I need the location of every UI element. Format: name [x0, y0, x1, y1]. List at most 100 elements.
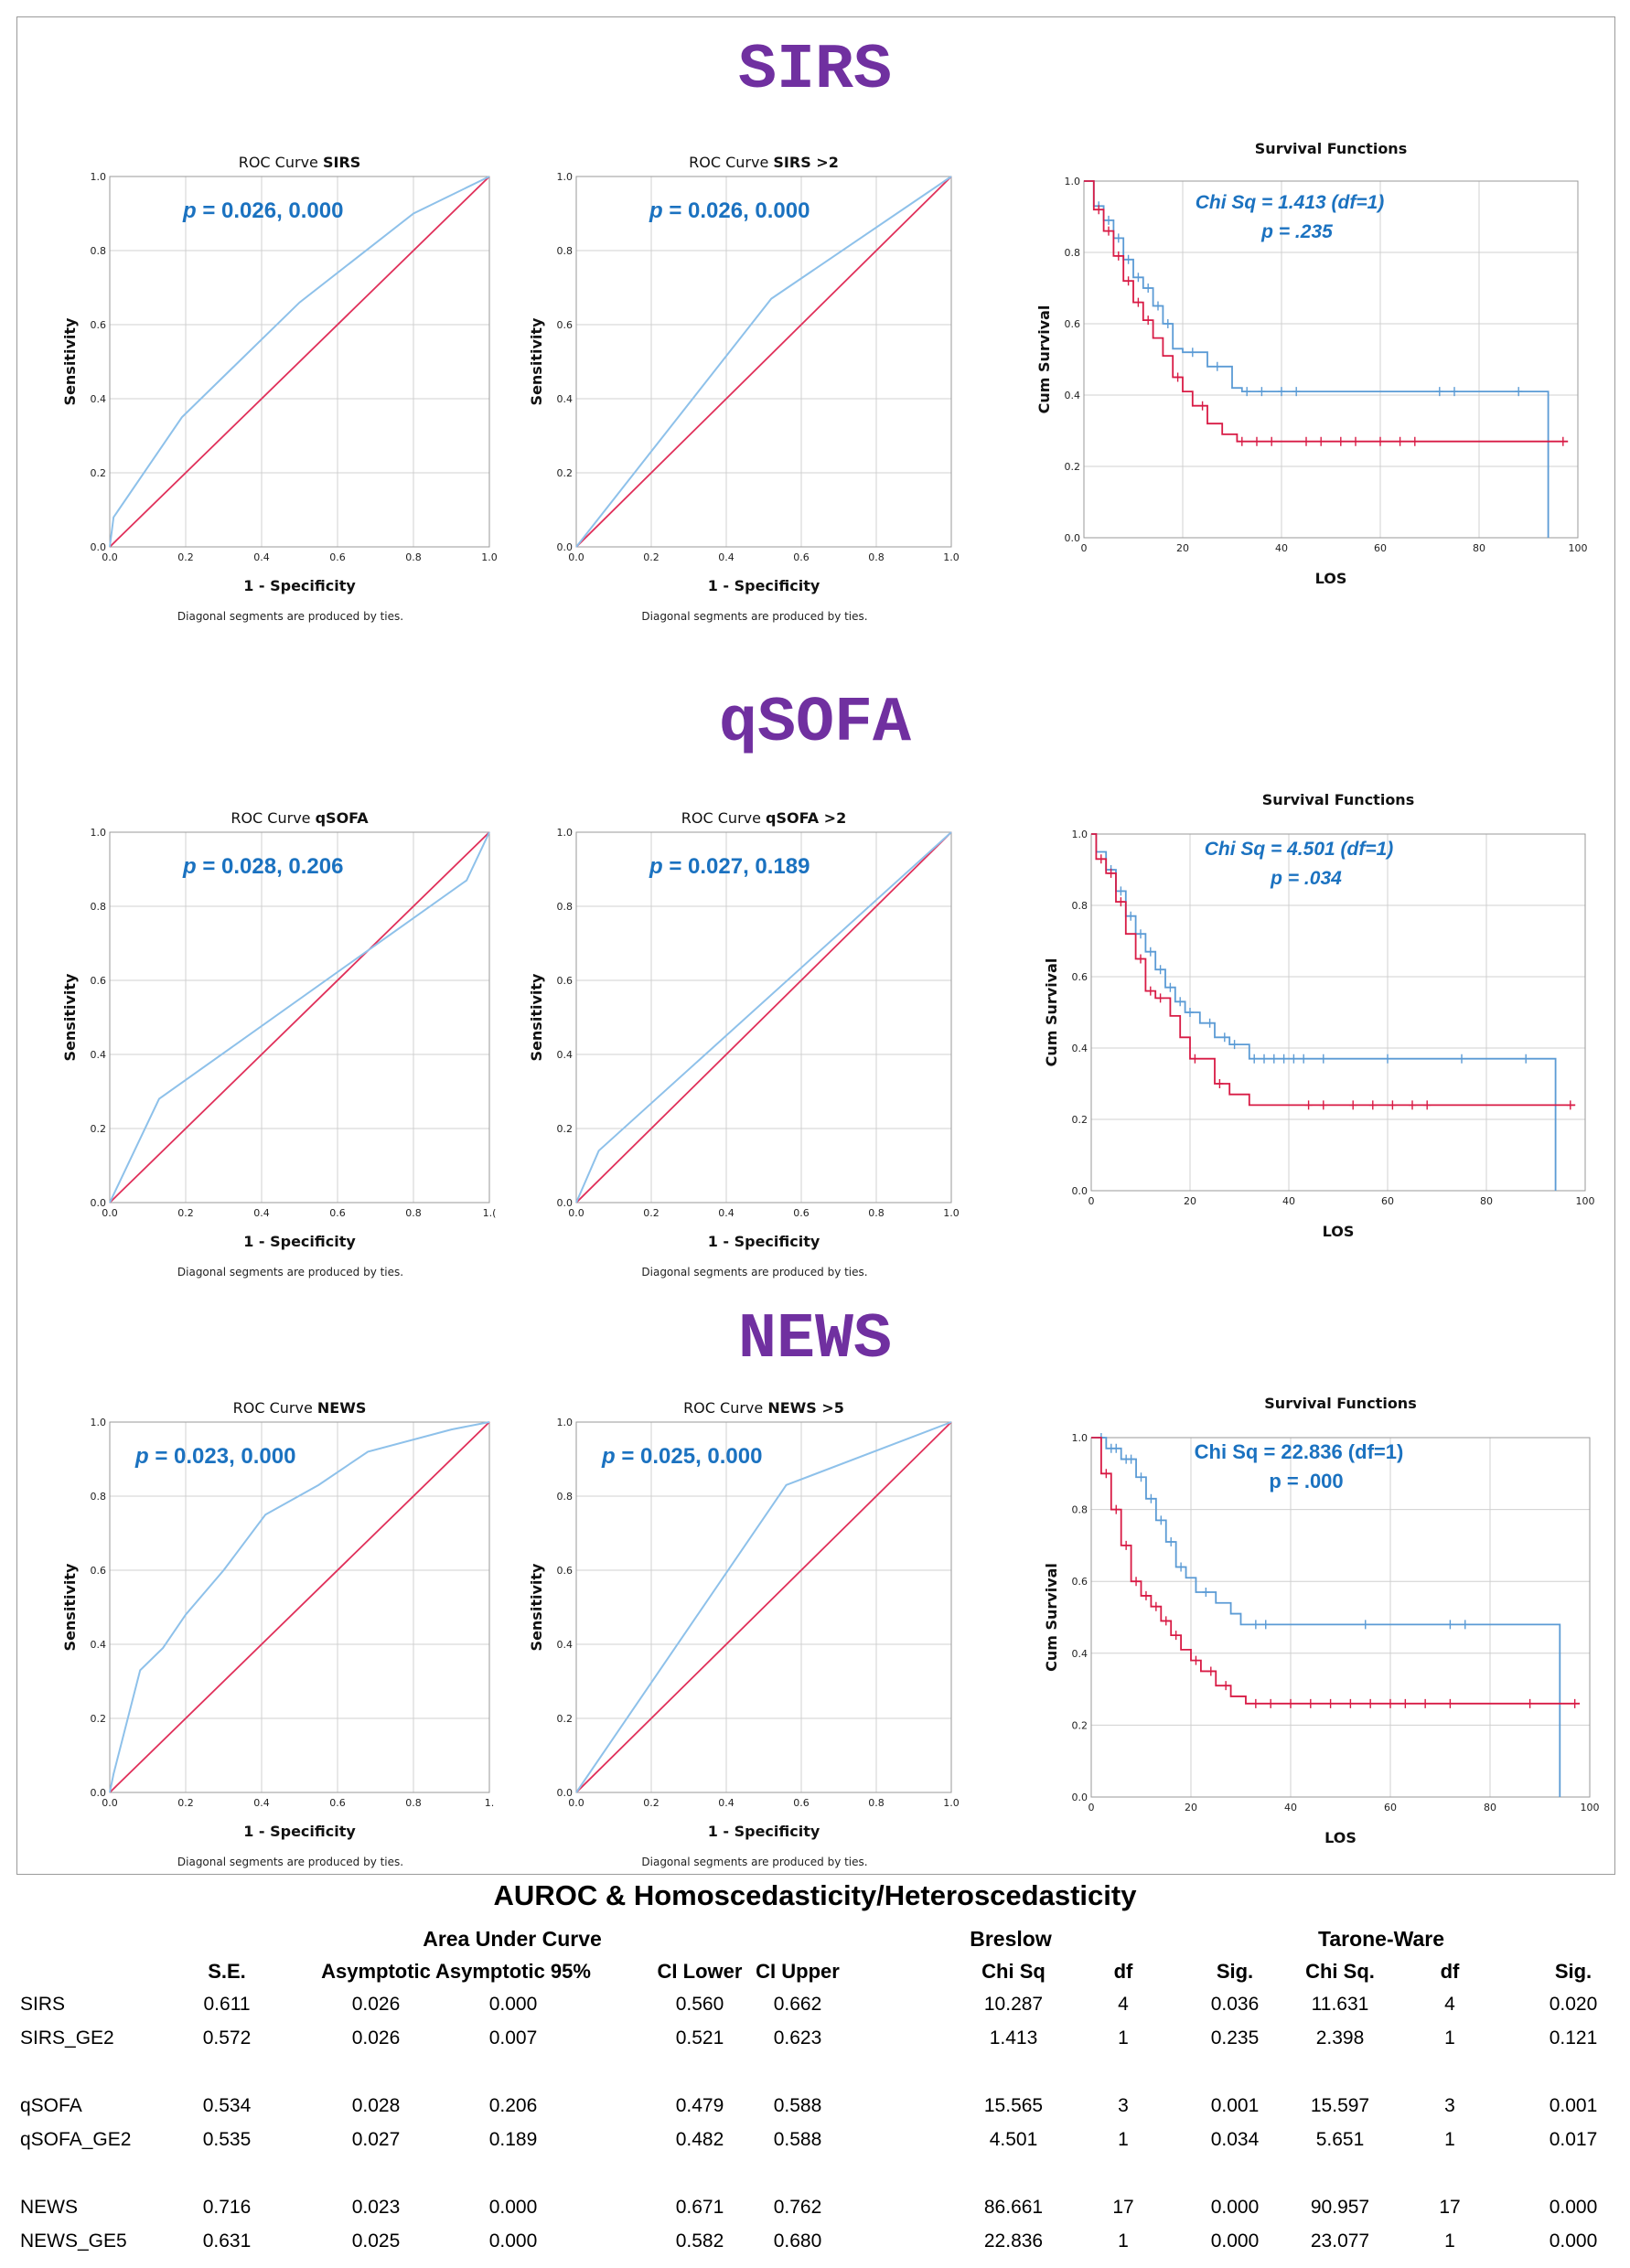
row-label: NEWS	[20, 2197, 78, 2218]
table-cell: 0.000	[1210, 2231, 1260, 2252]
x-tick-label: 0.6	[329, 1797, 346, 1809]
x-tick-label: 0.0	[102, 551, 118, 563]
y-tick-label: 0.6	[1072, 971, 1088, 983]
censor-mark	[1270, 1054, 1278, 1064]
censor-mark	[1206, 1666, 1215, 1676]
censor-mark	[1105, 226, 1112, 236]
y-tick-label: 0.2	[91, 1713, 107, 1725]
censor-mark	[1253, 436, 1260, 446]
table-cell: 17	[1112, 2197, 1134, 2218]
table-cell: 0.023	[351, 2197, 401, 2218]
x-tick-label: 1.0	[943, 1797, 960, 1809]
roc-curve	[575, 1421, 952, 1793]
x-tick-label: 0.4	[718, 551, 735, 563]
y-tick-label: 0.2	[1065, 461, 1081, 473]
x-axis-label: 1 - Specificity	[708, 1823, 820, 1840]
y-tick-label: 0.0	[91, 541, 107, 553]
censor-mark	[1278, 387, 1285, 397]
y-tick-label: 1.0	[1072, 829, 1088, 840]
censor-mark	[1238, 436, 1246, 446]
censor-mark	[1251, 1698, 1260, 1708]
y-axis-label: Sensitivity	[528, 1563, 545, 1651]
table-cell: 0.582	[675, 2231, 724, 2252]
censor-mark	[1230, 1040, 1239, 1050]
x-tick-label: 0.8	[405, 1797, 422, 1809]
y-tick-label: 0.0	[1072, 1185, 1088, 1197]
table-cell: 5.651	[1315, 2129, 1365, 2150]
column-header: Chi Sq.	[1305, 1960, 1375, 1983]
censor-mark	[1346, 1698, 1355, 1708]
table-cell: 0.000	[1549, 2197, 1598, 2218]
censor-mark	[1566, 1100, 1574, 1110]
censor-mark	[1410, 436, 1419, 446]
y-tick-label: 0.0	[557, 1197, 574, 1209]
group-header: Area Under Curve	[423, 1927, 602, 1951]
censor-mark	[1114, 233, 1122, 243]
x-tick-label: 80	[1484, 1802, 1496, 1813]
table-cell: 1	[1444, 2027, 1455, 2049]
x-tick-label: 0.4	[253, 1797, 270, 1809]
y-tick-label: 0.0	[1065, 532, 1081, 544]
censor-mark	[1127, 911, 1135, 921]
y-tick-label: 0.4	[1065, 390, 1081, 401]
y-tick-label: 0.4	[91, 393, 107, 405]
plot-frame	[575, 1421, 952, 1793]
table-cell: 0.189	[488, 2129, 538, 2150]
roc-curve	[575, 176, 952, 548]
plot-frame	[109, 831, 490, 1204]
x-tick-label: 0.6	[793, 1797, 810, 1809]
x-axis-label: 1 - Specificity	[243, 1233, 356, 1250]
censor-mark	[1213, 361, 1221, 371]
table-cell: 0.000	[488, 2197, 538, 2218]
x-tick-label: 1.0	[481, 551, 498, 563]
x-tick-label: 0.8	[868, 551, 885, 563]
x-tick-label: 0.8	[868, 1797, 885, 1809]
x-axis-label: 1 - Specificity	[243, 577, 356, 594]
column-header: S.E.	[208, 1960, 246, 1983]
x-axis-label: LOS	[1323, 1223, 1355, 1240]
censor-mark	[1112, 1504, 1121, 1514]
y-tick-label: 0.4	[1072, 1043, 1088, 1054]
row-label: qSOFA_GE2	[20, 2129, 132, 2150]
reference-line	[109, 176, 490, 548]
roc-curve	[575, 831, 952, 1204]
table-cell: 4	[1444, 1994, 1455, 2015]
y-axis-label: Cum Survival	[1043, 958, 1060, 1067]
censor-mark	[1261, 1620, 1270, 1630]
roc-news: 0.0 0.2 0.4 0.6 0.8 1. 0.0 0.2 0.4 0.6 0.8 1.0 ROC C…	[61, 1399, 494, 1868]
censor-mark	[1147, 1493, 1155, 1503]
x-tick-label: 0.6	[793, 551, 810, 563]
x-tick-label: 40	[1275, 542, 1288, 554]
censor-mark	[1409, 1100, 1416, 1110]
censor-mark	[1095, 205, 1103, 215]
roc-title: ROC Curve SIRS	[239, 154, 361, 171]
table-title: AUROC & Homoscedasticity/Heteroscedastic…	[493, 1879, 1137, 1911]
censor-mark	[1336, 436, 1345, 446]
y-tick-label: 0.2	[91, 1123, 107, 1135]
censor-mark	[1367, 1698, 1375, 1708]
y-tick-label: 1.0	[91, 827, 107, 839]
censor-mark	[1280, 1054, 1288, 1064]
table-cell: 0.235	[1210, 2027, 1260, 2049]
plot-frame	[109, 1421, 490, 1793]
table-cell: 0.017	[1549, 2129, 1598, 2150]
y-tick-label: 0.8	[1072, 1504, 1088, 1516]
row-label: NEWS_GE5	[20, 2231, 127, 2252]
censor-mark	[1251, 1620, 1260, 1630]
x-tick-label: 80	[1480, 1195, 1493, 1207]
survival-title: Survival Functions	[1262, 791, 1414, 808]
y-tick-label: 1.0	[557, 1417, 574, 1428]
censor-mark	[1559, 436, 1567, 446]
table-cell: 0.479	[675, 2095, 724, 2116]
y-tick-label: 0.0	[91, 1787, 107, 1799]
reference-line	[109, 831, 490, 1204]
x-tick-label: 60	[1384, 1802, 1397, 1813]
censor-mark	[1144, 316, 1153, 326]
table-cell: 3	[1118, 2095, 1129, 2116]
reference-line	[109, 1421, 490, 1793]
censor-mark	[1290, 1054, 1298, 1064]
table-cell: 0.026	[351, 2027, 401, 2049]
survival-curve-2	[1084, 180, 1569, 443]
column-header: CI Upper	[756, 1960, 840, 1983]
y-tick-label: 0.2	[557, 1713, 574, 1725]
